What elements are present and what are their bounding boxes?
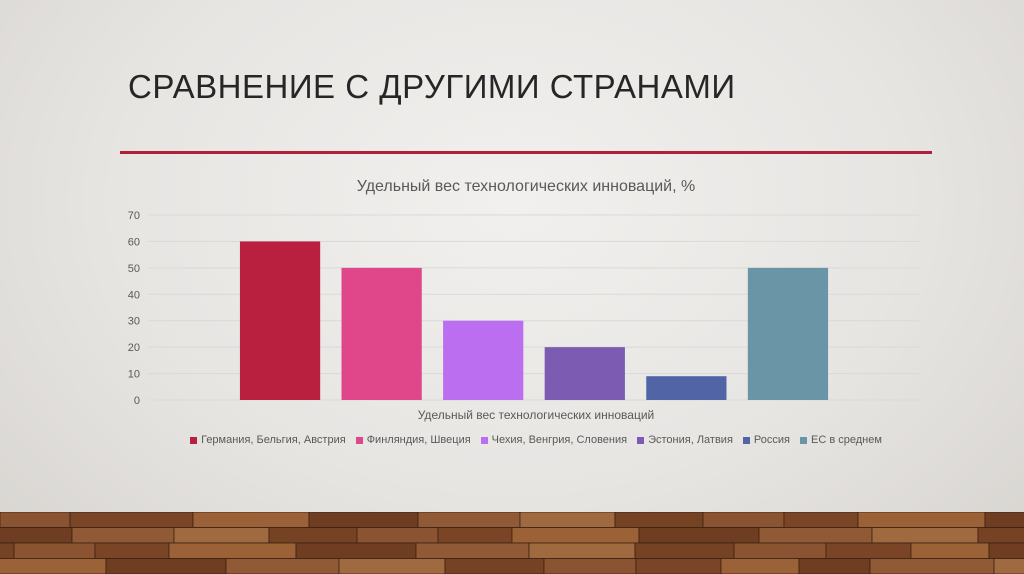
- y-tick-label: 60: [128, 236, 140, 248]
- legend-swatch: [190, 436, 198, 444]
- legend-swatch: [637, 436, 645, 444]
- legend-item: Чехия, Венгрия, Словения: [480, 434, 628, 446]
- legend-item: Финляндия, Швеция: [355, 434, 471, 446]
- legend-item: Эстония, Латвия: [637, 434, 733, 446]
- bar-chart: 0 10 20 30 40 50 60 70: [128, 210, 920, 405]
- y-tick-label: 0: [134, 395, 140, 405]
- legend-label: Чехия, Венгрия, Словения: [491, 434, 628, 446]
- legend-swatch: [742, 436, 750, 444]
- legend-label: ЕС в среднем: [810, 434, 882, 446]
- y-tick-label: 10: [128, 369, 140, 381]
- bar-3: [443, 320, 524, 400]
- legend-item: Германия, Бельгия, Австрия: [190, 434, 346, 446]
- legend-label: Эстония, Латвия: [648, 434, 733, 446]
- y-tick-label: 50: [128, 263, 140, 275]
- bar-1: [239, 241, 321, 400]
- y-tick-label: 20: [128, 342, 140, 354]
- legend-item: ЕС в среднем: [799, 434, 882, 446]
- legend-swatch: [799, 436, 807, 444]
- title-divider: [120, 151, 932, 154]
- legend-swatch: [355, 436, 363, 444]
- y-tick-label: 30: [128, 316, 140, 328]
- legend-swatch: [480, 436, 488, 444]
- legend-label: Германия, Бельгия, Австрия: [201, 434, 346, 446]
- slide-title: СРАВНЕНИЕ С ДРУГИМИ СТРАНАМИ: [128, 68, 736, 105]
- bar-6: [747, 267, 829, 400]
- chart-legend: Германия, Бельгия, Австрия Финляндия, Шве…: [120, 434, 952, 446]
- chart-title: Удельный вес технологических инноваций, …: [356, 178, 696, 195]
- bar-4: [544, 347, 625, 400]
- legend-label: Финляндия, Швеция: [366, 434, 471, 446]
- y-tick-label: 70: [128, 210, 140, 222]
- legend-item: Россия: [742, 434, 790, 446]
- y-tick-label: 40: [128, 289, 140, 301]
- bar-2: [341, 267, 422, 400]
- x-axis-category-label: Удельный вес технологических инноваций: [417, 408, 655, 422]
- legend-label: Россия: [753, 434, 790, 446]
- slide: СРАВНЕНИЕ С ДРУГИМИ СТРАНАМИ Удельный ве…: [120, 68, 952, 446]
- wooden-floor: [0, 512, 1024, 574]
- bar-5: [646, 376, 727, 400]
